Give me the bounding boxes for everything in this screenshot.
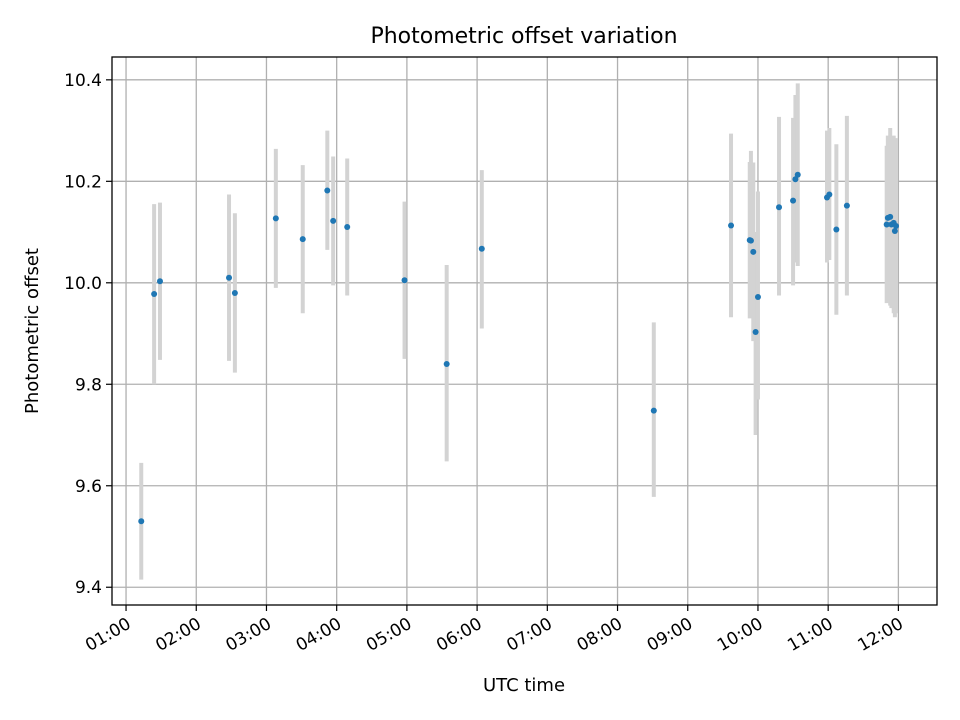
- data-point: [794, 171, 801, 178]
- data-point: [151, 290, 158, 297]
- chart-title: Photometric offset variation: [370, 24, 677, 49]
- data-point: [156, 278, 163, 285]
- data-point: [401, 277, 408, 284]
- x-tick-label: 04:00: [293, 614, 345, 656]
- y-axis-label: Photometric offset: [22, 248, 43, 414]
- data-point: [231, 289, 238, 296]
- y-tick-label: 10.4: [64, 71, 102, 91]
- data-point: [776, 204, 783, 211]
- x-tick-label: 12:00: [854, 614, 906, 656]
- x-tick-label: 01:00: [82, 614, 134, 656]
- data-point: [650, 407, 657, 414]
- data-point: [826, 191, 833, 198]
- data-point: [478, 245, 485, 252]
- y-tick-label: 10.2: [64, 172, 102, 192]
- x-tick-label: 07:00: [503, 614, 555, 656]
- x-axis-label: UTC time: [483, 675, 565, 696]
- plot-frame: [111, 56, 938, 606]
- data-point: [747, 237, 754, 244]
- errorbars: [139, 83, 899, 580]
- x-tick-label: 10:00: [714, 614, 766, 656]
- x-tick-label: 02:00: [152, 614, 204, 656]
- data-point: [893, 222, 900, 229]
- data-point: [226, 274, 233, 281]
- data-point: [790, 197, 797, 204]
- y-tick-label: 9.4: [75, 578, 102, 598]
- y-axis-ticks: 9.4 9.6 9.8 10.0 10.2 10.4: [64, 71, 112, 598]
- data-points: [138, 171, 900, 525]
- x-tick-label: 05:00: [363, 614, 415, 656]
- y-tick-label: 9.6: [75, 477, 102, 497]
- data-point: [443, 360, 450, 367]
- data-point: [883, 221, 890, 228]
- x-tick-label: 11:00: [784, 614, 836, 656]
- x-tick-label: 09:00: [644, 614, 696, 656]
- data-point: [330, 217, 337, 224]
- data-point: [272, 215, 279, 222]
- y-tick-label: 10.0: [64, 274, 102, 294]
- x-axis-ticks: 01:00 02:00 03:00 04:00 05:00 06:00 07:00 08:00…: [82, 605, 907, 656]
- data-point: [833, 226, 840, 233]
- data-point: [728, 222, 735, 229]
- y-tick-label: 9.8: [75, 375, 102, 395]
- data-point: [754, 294, 761, 301]
- data-point: [324, 187, 331, 194]
- data-point: [138, 518, 145, 525]
- x-tick-label: 03:00: [223, 614, 275, 656]
- data-point: [752, 329, 759, 336]
- data-point: [891, 228, 898, 235]
- data-point: [750, 248, 757, 255]
- data-point: [299, 236, 306, 243]
- x-tick-label: 06:00: [433, 614, 485, 656]
- data-point: [843, 202, 850, 209]
- data-point: [344, 223, 351, 230]
- data-point: [887, 213, 894, 220]
- x-tick-label: 08:00: [574, 614, 626, 656]
- data-point: [792, 176, 799, 183]
